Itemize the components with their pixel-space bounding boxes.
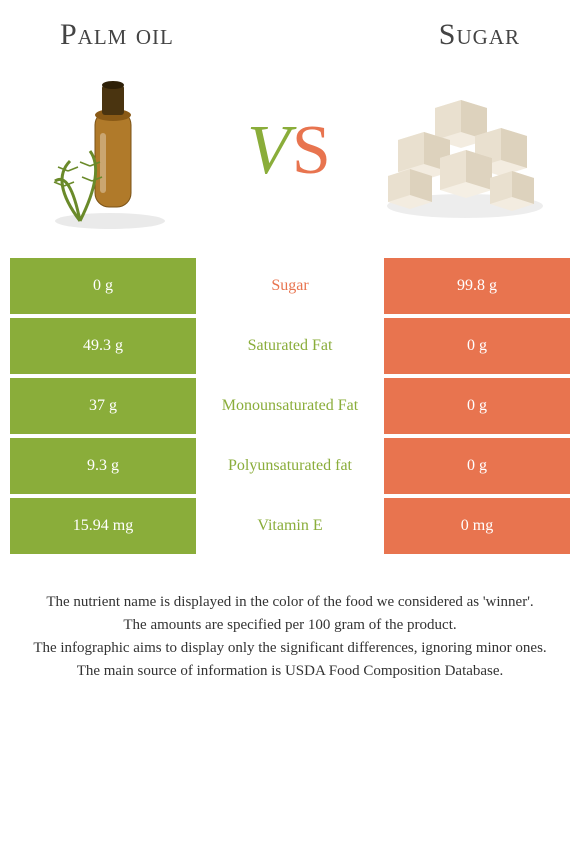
nutrient-label: Vitamin E: [196, 498, 384, 554]
left-value: 37 g: [10, 378, 196, 434]
table-row: 0 gSugar99.8 g: [10, 258, 570, 314]
footer-line: The nutrient name is displayed in the co…: [12, 592, 568, 613]
comparison-table: 0 gSugar99.8 g49.3 gSaturated Fat0 g37 g…: [10, 258, 570, 554]
vs-label: VS: [247, 111, 333, 191]
right-value: 0 g: [384, 438, 570, 494]
right-food-title: Sugar: [439, 18, 520, 52]
footer-line: The main source of information is USDA F…: [12, 661, 568, 682]
palm-oil-image: [30, 66, 200, 236]
nutrient-label: Sugar: [196, 258, 384, 314]
table-row: 15.94 mgVitamin E0 mg: [10, 498, 570, 554]
right-value: 0 g: [384, 318, 570, 374]
footer-notes: The nutrient name is displayed in the co…: [0, 558, 580, 682]
footer-line: The amounts are specified per 100 gram o…: [12, 615, 568, 636]
table-row: 49.3 gSaturated Fat0 g: [10, 318, 570, 374]
sugar-image: [380, 66, 550, 236]
right-value: 0 g: [384, 378, 570, 434]
nutrient-label: Saturated Fat: [196, 318, 384, 374]
nutrient-label: Monounsaturated Fat: [196, 378, 384, 434]
right-value: 0 mg: [384, 498, 570, 554]
header: Palm oil Sugar: [0, 0, 580, 58]
left-value: 0 g: [10, 258, 196, 314]
table-row: 9.3 gPolyunsaturated fat0 g: [10, 438, 570, 494]
right-value: 99.8 g: [384, 258, 570, 314]
vs-v: V: [247, 112, 292, 189]
left-value: 9.3 g: [10, 438, 196, 494]
nutrient-label: Polyunsaturated fat: [196, 438, 384, 494]
hero-row: VS: [0, 58, 580, 258]
left-value: 15.94 mg: [10, 498, 196, 554]
left-value: 49.3 g: [10, 318, 196, 374]
vs-s: S: [292, 112, 333, 189]
left-food-title: Palm oil: [60, 18, 174, 52]
table-row: 37 gMonounsaturated Fat0 g: [10, 378, 570, 434]
footer-line: The infographic aims to display only the…: [12, 638, 568, 659]
